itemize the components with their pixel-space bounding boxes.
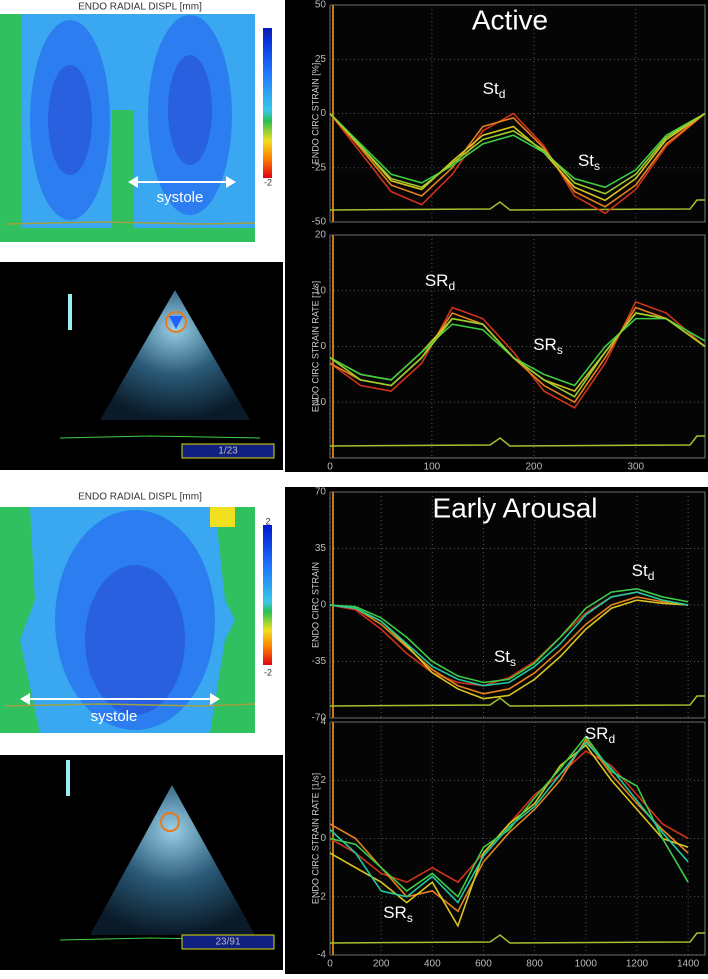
x-tick-label: 0 [327,462,333,473]
x-tick-label: 400 [424,959,441,970]
x-tick-label: 200 [373,959,390,970]
y-tick-label: 2 [320,775,326,786]
data-line [329,588,689,684]
chart-title: Early Arousal [433,492,598,523]
annotation-sub: s [510,655,516,669]
y-tick-label: -35 [312,656,327,667]
x-tick-label: 600 [475,959,492,970]
map-title: ENDO RADIAL DISPL [mm] [78,492,202,503]
x-tick-label: 800 [526,959,543,970]
data-line [329,735,689,899]
x-tick-label: 0 [327,959,333,970]
map-title: ENDO RADIAL DISPL [mm] [78,2,202,13]
y-tick-label: 4 [320,717,326,728]
y-tick-label: 35 [315,543,327,554]
x-tick-label: 1200 [626,959,649,970]
y-tick-label: -25 [312,162,327,173]
y-tick-label: 20 [315,230,327,241]
ecg-trace [329,199,705,211]
annotation: SRd [425,271,455,293]
annotation-text: SR [585,724,609,743]
data-line [329,112,706,189]
y-tick-label: -10 [312,397,327,408]
y-tick-label: 0 [320,600,326,611]
data-line [329,312,706,398]
ultrasound [0,755,283,970]
annotation: SRs [533,335,563,357]
data-line [329,300,706,409]
annotation: Std [483,79,506,101]
data-line [329,112,706,195]
chart-title: Active [472,4,548,35]
y-tick-label: 25 [315,54,327,65]
heatmap [0,507,272,733]
frame-counter: 1/23 [218,446,238,457]
annotation-text: St [483,79,499,98]
data-line [329,741,689,904]
y-tick-label: 70 [315,487,327,498]
data-line [329,112,706,208]
annotation: Sts [578,151,600,173]
y-axis-label: ENDO CIRC STRAIN [%] [310,63,320,165]
y-tick-label: 50 [315,0,327,11]
annotation-sub: s [407,911,413,925]
heatmap [0,14,272,242]
annotation-text: St [632,561,648,580]
annotation-sub: d [608,732,615,746]
x-tick-label: 100 [424,462,441,473]
scale-label: -2 [264,667,272,677]
ecg-trace [329,932,705,944]
annotation: SRd [585,724,615,746]
x-tick-label: 300 [627,462,644,473]
data-line [329,744,689,928]
data-line [329,738,689,913]
annotation: Std [632,561,655,583]
y-tick-label: 0 [320,341,326,352]
ecg-trace [329,695,705,707]
scale-label: 2 [265,27,270,37]
annotation-text: SR [383,903,407,922]
annotation-sub: d [499,87,506,101]
y-axis-label: ENDO CIRC STRAIN RATE [1/s] [310,773,320,904]
data-line [329,596,689,695]
x-tick-label: 1000 [575,959,598,970]
annotation-sub: s [594,159,600,173]
data-line [329,112,706,215]
scale-label: 2 [265,516,270,526]
y-axis-label: ENDO CIRC STRAIN RATE [1/s] [310,281,320,412]
annotation: Sts [494,647,516,669]
annotation-sub: s [557,343,563,357]
data-line [329,112,706,202]
ecg-trace [329,435,705,447]
annotation: SRs [383,903,413,925]
y-tick-label: -70 [312,713,327,724]
y-tick-label: 10 [315,285,327,296]
x-tick-label: 200 [525,462,542,473]
systole-label: systole [91,708,138,725]
data-line [329,591,689,687]
systole-label: systole [157,189,204,206]
annotation-sub: d [648,569,655,583]
y-tick-label: 0 [320,108,326,119]
x-tick-label: 1400 [677,959,700,970]
y-tick-label: -4 [317,950,326,961]
y-axis-label: ENDO CIRC STRAIN [310,562,320,648]
y-tick-label: -50 [312,217,327,228]
frame-counter: 23/91 [215,937,240,948]
y-tick-label: -2 [317,891,326,902]
annotation-text: St [578,151,594,170]
annotation-text: SR [425,271,449,290]
annotation-text: SR [533,335,557,354]
y-tick-label: 0 [320,833,326,844]
scale-label: -2 [264,177,272,187]
ultrasound [0,262,283,470]
annotation-sub: d [448,279,455,293]
annotation-text: St [494,647,510,666]
